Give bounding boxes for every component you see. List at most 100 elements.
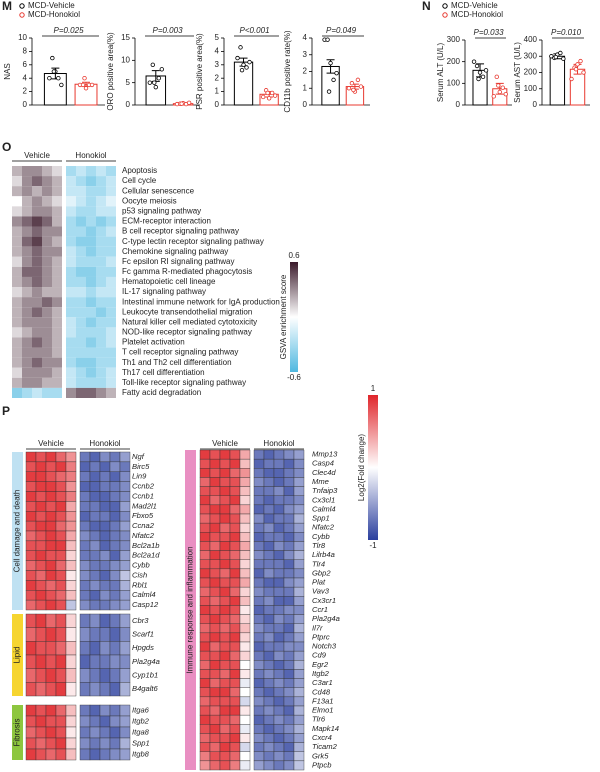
heatmap-cell xyxy=(96,287,106,298)
heatmap-cell xyxy=(273,522,285,533)
heatmap-cell xyxy=(42,367,52,378)
heatmap-cell xyxy=(109,501,121,512)
heatmap-cell xyxy=(99,726,111,739)
heatmap-cell xyxy=(199,687,211,698)
heatmap-cell xyxy=(89,627,101,642)
heatmap-cell xyxy=(263,678,275,688)
heatmap-cell xyxy=(253,623,265,634)
heatmap-cell xyxy=(79,491,91,502)
heatmap-cell xyxy=(22,266,32,277)
y-tick-label: 300 xyxy=(447,35,461,44)
heatmap-cell xyxy=(55,726,67,739)
heatmap-cell xyxy=(273,660,285,670)
heatmap-cell xyxy=(263,733,275,743)
heatmap-cell xyxy=(52,367,62,378)
heatmap-cell xyxy=(96,327,106,338)
heatmap-cell xyxy=(12,216,22,227)
heatmap-cell xyxy=(229,468,241,478)
heatmap-cell xyxy=(12,176,22,187)
heatmap-cell xyxy=(229,449,241,460)
heatmap-cell xyxy=(12,367,22,378)
heatmap-cell xyxy=(76,377,86,388)
heatmap-cell xyxy=(283,660,295,670)
heatmap-cell xyxy=(293,513,305,524)
y-tick-label: 200 xyxy=(524,68,538,77)
heatmap-cell xyxy=(253,522,265,533)
heatmap-cell xyxy=(79,715,91,728)
heatmap-cell xyxy=(65,520,77,532)
row-label: Hematopoietic cell lineage xyxy=(122,277,216,286)
heatmap-cell xyxy=(253,577,265,588)
heatmap-cell xyxy=(283,742,295,752)
heatmap-cell xyxy=(263,513,275,524)
heatmap-cell xyxy=(79,704,91,717)
heatmap-cell xyxy=(99,627,111,642)
heatmap-cell xyxy=(219,705,231,716)
heatmap-cell xyxy=(229,577,241,588)
heatmap-cell xyxy=(86,216,96,227)
heatmap-cell xyxy=(119,682,131,697)
heatmap-cell xyxy=(109,511,121,522)
row-group-bar xyxy=(12,614,23,696)
heatmap-cell xyxy=(79,682,91,697)
heatmap-cell xyxy=(22,287,32,298)
heatmap-cell xyxy=(42,317,52,328)
row-label: Vav3 xyxy=(312,587,330,596)
panel-label: N xyxy=(422,0,431,13)
row-label: Ccr1 xyxy=(312,605,328,614)
heatmap-cell xyxy=(52,337,62,348)
heatmap-cell xyxy=(239,660,251,670)
heatmap-cell xyxy=(35,461,47,472)
heatmap-cell xyxy=(293,596,305,606)
heatmap-cell xyxy=(32,226,42,237)
heatmap-cell xyxy=(219,614,231,624)
y-tick-label: 4 xyxy=(215,47,220,56)
heatmap-cell xyxy=(86,287,96,298)
heatmap-cell xyxy=(209,495,221,506)
heatmap-cell xyxy=(106,236,116,247)
legend-marker xyxy=(442,12,448,18)
heatmap-cell xyxy=(45,520,57,532)
heatmap-cell xyxy=(119,481,131,492)
heatmap-cell xyxy=(65,451,77,463)
row-label: Cx3cr1 xyxy=(312,596,336,605)
heatmap-cell xyxy=(99,704,111,717)
heatmap-cell xyxy=(55,627,67,642)
heatmap-cell xyxy=(263,742,275,752)
heatmap-cell xyxy=(99,590,111,601)
heatmap-cell xyxy=(283,733,295,743)
heatmap-cell xyxy=(99,580,111,591)
heatmap-cell xyxy=(25,570,37,581)
heatmap-cell xyxy=(229,522,241,533)
heatmap-cell xyxy=(229,705,241,716)
heatmap-cell xyxy=(89,471,101,482)
heatmap-cell xyxy=(219,504,231,515)
heatmap-cell xyxy=(273,641,285,652)
heatmap-cell xyxy=(209,513,221,524)
y-tick-label: 300 xyxy=(524,51,538,60)
heatmap-cell xyxy=(12,357,22,368)
heatmap-cell xyxy=(119,560,131,571)
heatmap-cell xyxy=(45,726,57,739)
heatmap-cell xyxy=(89,511,101,522)
heatmap-cell xyxy=(293,486,305,496)
heatmap-cell xyxy=(99,599,111,611)
row-label: Apoptosis xyxy=(122,166,157,175)
heatmap-cell xyxy=(293,522,305,533)
heatmap-cell xyxy=(293,678,305,688)
heatmap-cell xyxy=(35,530,47,542)
row-label: Tnfaip3 xyxy=(312,486,338,495)
heatmap-cell xyxy=(263,495,275,506)
heatmap-cell xyxy=(65,461,77,472)
heatmap-cell xyxy=(229,742,241,752)
heatmap-cell xyxy=(55,613,67,628)
heatmap-cell xyxy=(89,481,101,492)
data-point xyxy=(573,67,579,72)
heatmap-cell xyxy=(66,357,76,368)
heatmap-cell xyxy=(106,337,116,348)
heatmap-cell xyxy=(52,347,62,358)
annotation: P=0.003 xyxy=(152,26,183,35)
heatmap-cell xyxy=(229,614,241,624)
heatmap-cell xyxy=(293,614,305,624)
heatmap-cell xyxy=(263,696,275,707)
